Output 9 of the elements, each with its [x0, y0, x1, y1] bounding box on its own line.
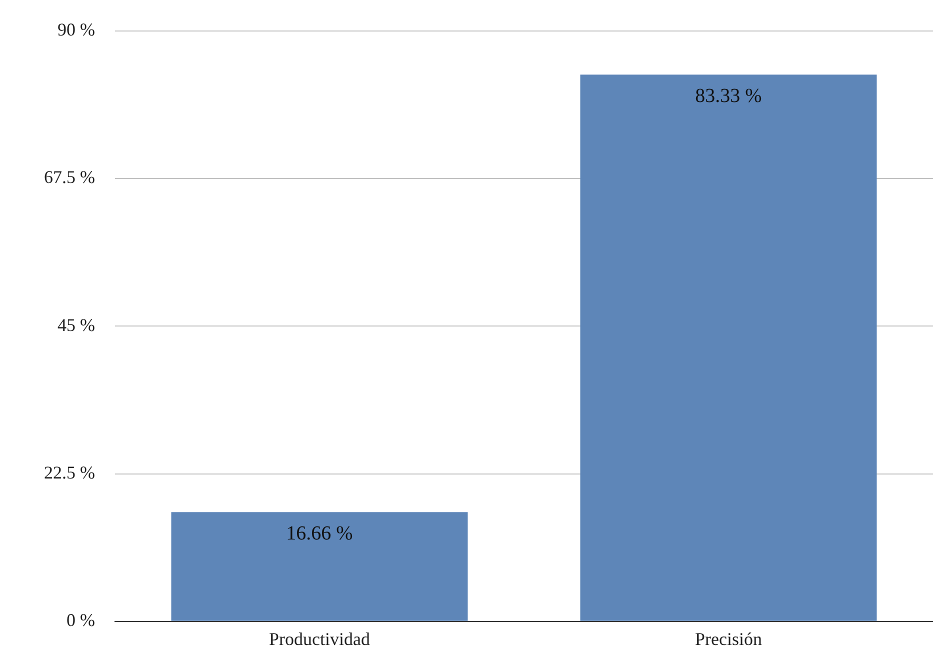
y-tick-label: 67.5 % [44, 167, 95, 188]
data-label: 16.66 % [286, 522, 353, 544]
x-tick-label: Productividad [268, 628, 370, 649]
x-tick-label: Precisión [695, 628, 762, 649]
y-tick-label: 22.5 % [44, 462, 95, 482]
y-tick-label: 90 % [57, 20, 95, 40]
y-tick-label: 0 % [66, 610, 95, 630]
data-label: 83.33 % [695, 84, 762, 107]
y-tick-label: 45 % [57, 314, 95, 335]
